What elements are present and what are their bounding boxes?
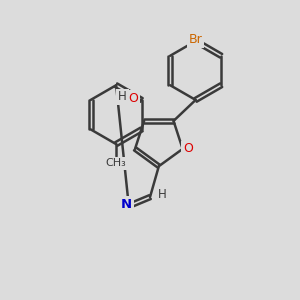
Text: H: H bbox=[118, 91, 127, 103]
Text: CH₃: CH₃ bbox=[106, 158, 127, 168]
Text: H: H bbox=[158, 188, 167, 201]
Text: Br: Br bbox=[189, 33, 202, 46]
Text: O: O bbox=[183, 142, 193, 155]
Text: N: N bbox=[121, 198, 132, 211]
Text: O: O bbox=[128, 92, 138, 105]
